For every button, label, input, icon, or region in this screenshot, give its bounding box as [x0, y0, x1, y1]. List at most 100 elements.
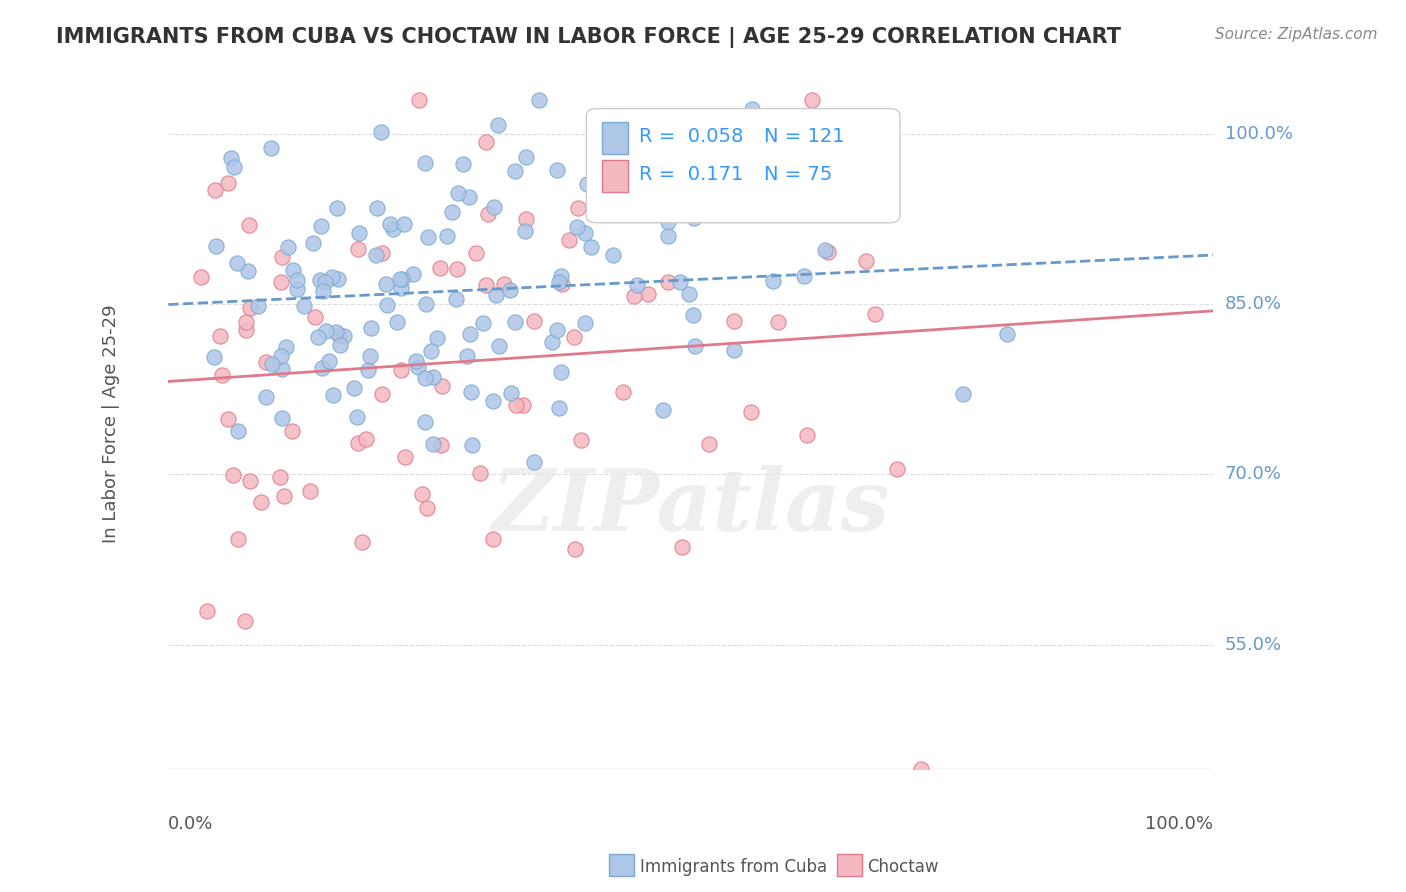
Point — [304, 310, 326, 324]
Point — [793, 269, 815, 284]
Point — [499, 283, 522, 297]
Point — [360, 321, 382, 335]
Point — [741, 103, 763, 117]
Point — [441, 204, 464, 219]
Point — [523, 455, 546, 469]
Point — [589, 141, 612, 155]
Point — [271, 250, 294, 264]
Point — [558, 233, 581, 247]
Point — [389, 272, 412, 286]
Point — [370, 245, 392, 260]
Point — [800, 93, 823, 107]
Text: IMMIGRANTS FROM CUBA VS CHOCTAW IN LABOR FORCE | AGE 25-29 CORRELATION CHART: IMMIGRANTS FROM CUBA VS CHOCTAW IN LABOR… — [56, 27, 1121, 48]
Point — [208, 329, 231, 343]
Point — [354, 433, 377, 447]
Point — [269, 470, 291, 484]
Point — [364, 248, 387, 262]
Point — [389, 363, 412, 377]
Point — [281, 425, 304, 439]
Text: 100.0%: 100.0% — [1146, 814, 1213, 833]
Point — [762, 274, 785, 288]
Point — [402, 267, 425, 281]
Point — [429, 261, 451, 276]
Point — [347, 242, 370, 256]
Point — [190, 269, 212, 284]
Point — [499, 385, 522, 400]
Point — [548, 276, 571, 290]
Point — [575, 177, 598, 191]
Point — [541, 334, 564, 349]
Point — [333, 329, 356, 343]
Point — [464, 246, 486, 260]
FancyBboxPatch shape — [602, 122, 628, 153]
Point — [652, 403, 675, 417]
Point — [564, 541, 586, 556]
Point — [422, 370, 444, 384]
Point — [548, 401, 571, 415]
Point — [471, 316, 494, 330]
Point — [413, 415, 436, 429]
Point — [408, 359, 430, 374]
Point — [375, 277, 398, 292]
Point — [668, 275, 690, 289]
Point — [571, 434, 593, 448]
Point — [697, 437, 720, 451]
Point — [235, 615, 257, 629]
Text: N = 75: N = 75 — [763, 165, 832, 184]
Point — [683, 339, 706, 353]
Point — [416, 230, 439, 244]
Text: Immigrants from Cuba: Immigrants from Cuba — [640, 858, 827, 876]
Point — [352, 535, 374, 549]
Point — [277, 239, 299, 253]
Point — [371, 386, 394, 401]
Point — [863, 307, 886, 321]
Point — [308, 273, 330, 287]
Point — [250, 494, 273, 508]
Point — [426, 330, 449, 344]
Point — [411, 487, 433, 501]
Point — [238, 218, 260, 232]
Point — [723, 313, 745, 327]
Point — [382, 222, 405, 236]
Text: N = 121: N = 121 — [763, 127, 845, 145]
Point — [205, 239, 228, 253]
Point — [623, 289, 645, 303]
Point — [574, 317, 596, 331]
Point — [671, 540, 693, 554]
Point — [314, 275, 336, 289]
Text: Choctaw: Choctaw — [868, 858, 939, 876]
Point — [307, 330, 329, 344]
Point — [546, 323, 568, 337]
Point — [515, 149, 537, 163]
Point — [235, 315, 257, 329]
Point — [322, 387, 344, 401]
Point — [579, 240, 602, 254]
Point — [803, 158, 825, 172]
Point — [430, 437, 453, 451]
Point — [458, 326, 481, 341]
Point — [222, 161, 245, 175]
Point — [387, 315, 409, 329]
Point — [315, 324, 337, 338]
Text: ZIPatlas: ZIPatlas — [492, 465, 890, 549]
Point — [254, 390, 277, 404]
Point — [446, 262, 468, 277]
Point — [723, 343, 745, 357]
Point — [550, 268, 572, 283]
Point — [910, 763, 932, 777]
Point — [567, 201, 589, 215]
Point — [359, 349, 381, 363]
Point — [482, 533, 505, 547]
Point — [346, 436, 368, 450]
Point — [612, 384, 634, 399]
Point — [451, 157, 474, 171]
Point — [460, 384, 482, 399]
Point — [328, 328, 350, 343]
Point — [740, 405, 762, 419]
Point — [546, 163, 568, 178]
Point — [285, 282, 308, 296]
Point — [482, 200, 505, 214]
Point — [271, 411, 294, 425]
Point — [855, 253, 877, 268]
Point — [814, 243, 837, 257]
